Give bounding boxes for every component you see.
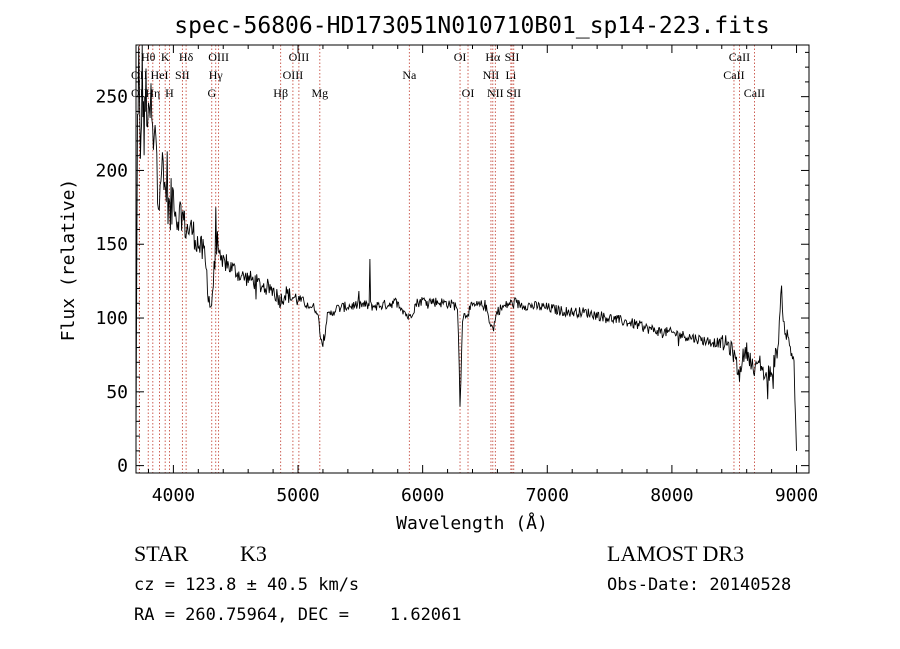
line-marker-label: CaII — [729, 50, 750, 64]
x-tick-label: 4000 — [152, 485, 195, 506]
line-marker-label: SII — [506, 86, 521, 100]
line-marker-label: NII — [483, 68, 500, 82]
line-marker-label: SII — [175, 68, 190, 82]
line-marker-label: Mg — [311, 86, 328, 100]
x-tick-label: 6000 — [401, 485, 444, 506]
line-marker-label: CaII — [723, 68, 744, 82]
chart-title: spec-56806-HD173051N010710B01_sp14-223.f… — [174, 13, 769, 39]
line-marker-label: SII — [505, 50, 520, 64]
line-marker-label: OIII — [208, 50, 229, 64]
y-tick-label: 50 — [106, 382, 128, 403]
y-axis-label: Flux (relative) — [58, 179, 79, 342]
y-tick-label: 100 — [95, 308, 128, 329]
x-tick-label: 7000 — [526, 485, 569, 506]
x-tick-label: 8000 — [650, 485, 693, 506]
line-marker-label: K — [161, 50, 170, 64]
line-marker-label: CaII — [744, 86, 765, 100]
line-marker-label: NII — [487, 86, 504, 100]
x-tick-label: 9000 — [775, 485, 818, 506]
survey-name: LAMOST DR3 — [607, 541, 744, 566]
line-marker-label: Na — [402, 68, 417, 82]
line-marker-label: Li — [506, 68, 517, 82]
line-marker-label: Hγ — [209, 68, 224, 82]
line-marker-label: Hβ — [273, 86, 288, 100]
coordinates: RA = 260.75964, DEC = 1.62061 — [134, 605, 462, 625]
x-axis-label: Wavelength (Å) — [396, 512, 548, 534]
y-tick-label: 0 — [117, 456, 128, 477]
line-marker-label: Hη — [145, 86, 160, 100]
y-tick-label: 250 — [95, 87, 128, 108]
line-marker-label: OIII — [283, 68, 304, 82]
line-marker-label: HeI — [151, 68, 169, 82]
object-class: STAR — [134, 541, 189, 566]
spectrum-line — [135, 44, 797, 451]
line-marker-label: OI — [462, 86, 475, 100]
plot-frame — [135, 44, 810, 474]
axes: 4000 5000 6000 7000 8000 9000 0 50 100 150 200 250 — [95, 45, 818, 506]
line-marker-label: Hδ — [179, 50, 194, 64]
observation-date: Obs-Date: 20140528 — [607, 575, 791, 595]
y-tick-label: 200 — [95, 160, 128, 181]
line-marker-label: Hθ — [141, 50, 156, 64]
x-tick-label: 5000 — [276, 485, 319, 506]
line-marker-label: G — [207, 86, 216, 100]
spectral-subclass: K3 — [240, 541, 267, 566]
line-marker-label: H — [165, 86, 174, 100]
spectrum-layer — [135, 44, 797, 451]
line-marker-label: OI — [454, 50, 467, 64]
y-tick-label: 150 — [95, 234, 128, 255]
line-marker-label: Hα — [485, 50, 501, 64]
redshift-velocity: cz = 123.8 ± 40.5 km/s — [134, 575, 359, 595]
line-marker-label: OIII — [289, 50, 310, 64]
